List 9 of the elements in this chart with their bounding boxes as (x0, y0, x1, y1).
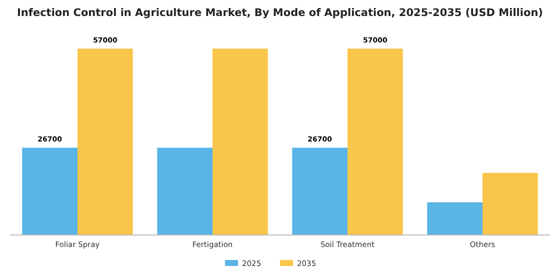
chart-title: Infection Control in Agriculture Market, By Mode of Application, 2025-2035 (USD Million) (17, 7, 543, 19)
bar (482, 172, 538, 235)
bar (427, 202, 482, 235)
bar (292, 148, 348, 235)
bar (22, 148, 78, 235)
bar (348, 48, 403, 235)
bar (212, 48, 268, 235)
bar (157, 148, 212, 235)
bar (78, 48, 133, 235)
